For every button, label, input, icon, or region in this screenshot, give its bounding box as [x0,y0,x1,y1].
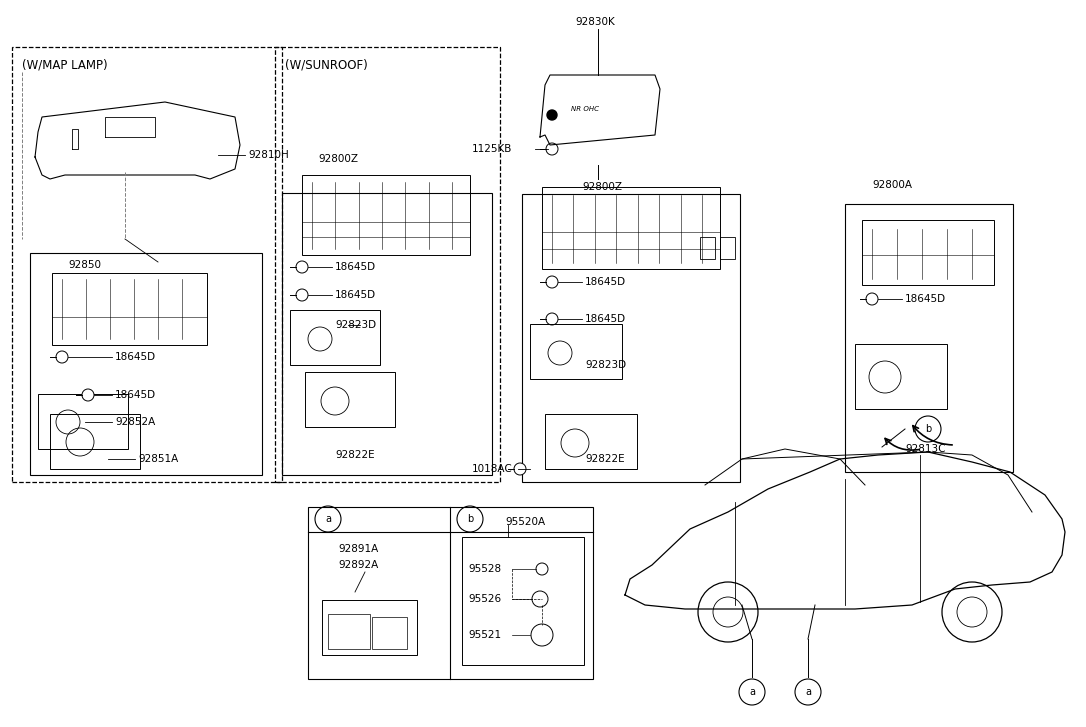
Bar [530,324,622,379]
Text: 18645D: 18645D [334,262,376,272]
Text: 92852A: 92852A [115,417,155,427]
Bar [462,537,584,665]
Text: 1018AC: 1018AC [472,464,513,474]
Text: 95528: 95528 [468,564,501,574]
Text: a: a [749,687,755,697]
Bar [308,507,593,679]
Text: (W/MAP LAMP): (W/MAP LAMP) [22,58,108,71]
Text: 92823D: 92823D [585,360,627,370]
Text: 18645D: 18645D [115,390,156,400]
Text: 92850: 92850 [68,260,101,270]
Bar [700,237,715,259]
Bar [855,344,947,409]
Bar [290,310,380,365]
Circle shape [547,110,557,120]
Bar [30,253,262,475]
Circle shape [866,293,877,305]
Bar [282,193,492,475]
Text: 92800Z: 92800Z [582,182,622,192]
Text: a: a [805,687,811,697]
Text: 18645D: 18645D [585,314,627,324]
Circle shape [56,351,68,363]
Bar [12,47,282,482]
Bar [720,237,735,259]
Circle shape [546,313,558,325]
Bar [275,47,500,482]
Bar [38,394,128,449]
Text: 92823D: 92823D [334,320,376,330]
Bar [52,273,207,345]
Text: 18645D: 18645D [115,352,156,362]
Text: b: b [925,424,931,434]
Text: 1125KB: 1125KB [472,144,513,154]
Text: 92800A: 92800A [872,180,912,190]
Bar [328,614,370,649]
Bar [323,600,417,655]
Bar [522,194,740,482]
Circle shape [546,276,558,288]
Text: 92813C: 92813C [905,444,946,454]
Text: (W/SUNROOF): (W/SUNROOF) [285,58,368,71]
Bar [545,414,637,469]
Circle shape [296,289,308,301]
Text: 18645D: 18645D [585,277,627,287]
Text: 92851A: 92851A [138,454,178,464]
Text: 92800Z: 92800Z [318,154,358,164]
Circle shape [296,261,308,273]
Circle shape [546,143,558,155]
Text: 95520A: 95520A [505,517,545,527]
Text: 92830K: 92830K [574,17,615,27]
Text: 18645D: 18645D [334,290,376,300]
Text: 92810H: 92810H [248,150,289,160]
Text: b: b [467,514,473,524]
Bar [372,617,407,649]
Bar [542,187,720,269]
Bar [845,204,1013,472]
Text: 95526: 95526 [468,594,501,604]
Text: 92822E: 92822E [334,450,375,460]
Text: a: a [325,514,331,524]
Text: 92822E: 92822E [585,454,624,464]
Bar [302,175,470,255]
Text: 95521: 95521 [468,630,501,640]
Circle shape [83,389,94,401]
Text: 92892A: 92892A [338,560,378,570]
Text: 92891A: 92891A [338,544,378,554]
Bar [305,372,395,427]
Circle shape [514,463,526,475]
Bar [862,220,994,285]
Text: NR OHC: NR OHC [571,106,599,112]
Bar [50,414,140,469]
Text: 18645D: 18645D [905,294,946,304]
